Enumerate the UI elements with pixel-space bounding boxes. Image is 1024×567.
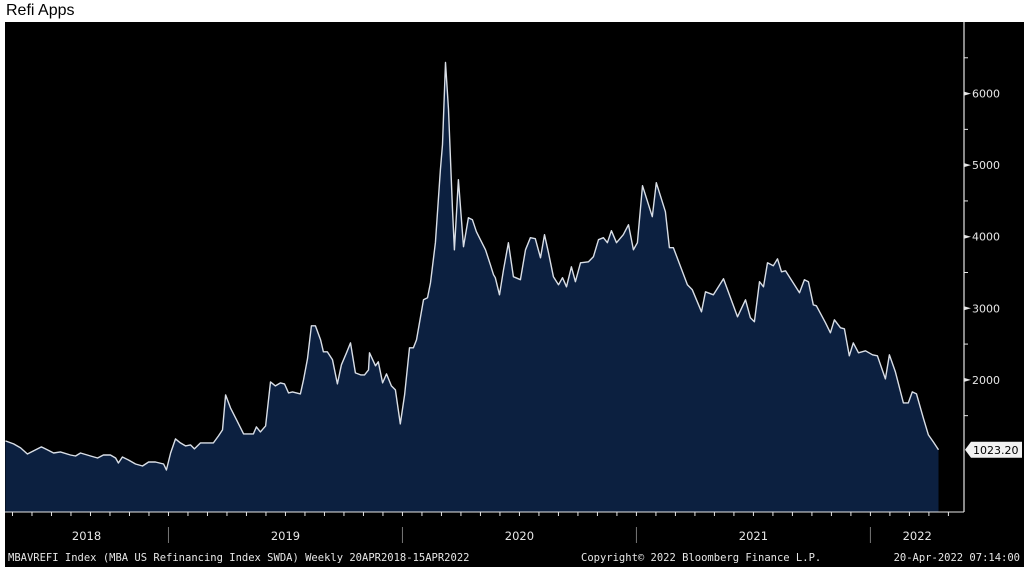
plot-area	[5, 61, 940, 512]
y-tick-label: 3000	[972, 302, 1000, 315]
x-tick-label: 2018	[72, 529, 101, 543]
y-tick-label: 4000	[972, 231, 1000, 244]
footer-security: MBAVREFI Index (MBA US Refinancing Index…	[8, 552, 469, 564]
y-tick-mark	[964, 306, 971, 311]
y-tick-mark	[964, 234, 971, 239]
y-tick-label: 6000	[972, 88, 1000, 101]
y-axis: 2000 3000 4000 5000 6000 1023.20	[963, 22, 1022, 512]
y-tick-label: 5000	[972, 159, 1000, 172]
last-value-label: 1023.20	[973, 444, 1019, 457]
y-tick-mark	[964, 377, 971, 382]
x-tick-label: 2021	[739, 529, 768, 543]
footer-copyright: Copyright© 2022 Bloomberg Finance L.P.	[581, 552, 821, 564]
y-tick-mark	[964, 163, 971, 168]
x-tick-label: 2022	[903, 529, 932, 543]
x-tick-label: 2019	[271, 529, 300, 543]
series-line	[5, 61, 940, 471]
chart-title: Refi Apps	[6, 2, 75, 19]
last-value-tag	[965, 441, 1022, 458]
x-tick-label: 2020	[505, 529, 534, 543]
series-area	[5, 62, 939, 512]
x-axis: 2018 2019 2020 2021 2022	[5, 511, 964, 543]
y-tick-mark	[964, 91, 971, 96]
footer-timestamp: 20-Apr-2022 07:14:00	[894, 552, 1020, 564]
y-tick-label: 2000	[972, 374, 1000, 387]
